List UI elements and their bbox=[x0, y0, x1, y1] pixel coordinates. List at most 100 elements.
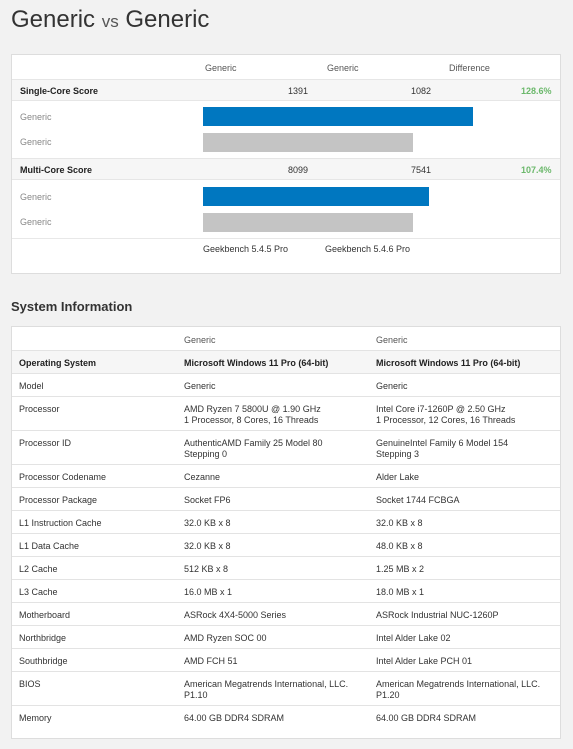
multi-core-row: Multi-Core Score 8099 7541 107.4% bbox=[12, 158, 560, 180]
system-row: Northbridge AMD Ryzen SOC 00 Intel Alder L… bbox=[12, 625, 560, 648]
system-row-value-2: 64.00 GB DDR4 SDRAM bbox=[376, 713, 477, 723]
system-row-value-2: 48.0 KB x 8 bbox=[376, 541, 423, 551]
system-row-value-2: Alder Lake bbox=[376, 472, 420, 482]
system-row-value-1-line2: Stepping 0 bbox=[184, 449, 228, 459]
system-row-value-2: 1.25 MB x 2 bbox=[376, 564, 425, 574]
single-core-row: Single-Core Score 1391 1082 128.6% bbox=[12, 79, 560, 101]
system-row-label: L1 Data Cache bbox=[19, 541, 80, 551]
multi-bar2-label: Generic bbox=[20, 217, 52, 227]
system-row-value-1: Microsoft Windows 11 Pro (64-bit) bbox=[184, 358, 329, 368]
system-header-col2: Generic bbox=[376, 335, 408, 345]
system-table-header: Generic Generic bbox=[12, 327, 560, 350]
system-row-value-1-line2: 1 Processor, 8 Cores, 16 Threads bbox=[184, 415, 319, 425]
system-row: L1 Instruction Cache 32.0 KB x 8 32.0 KB x… bbox=[12, 510, 560, 533]
system-row-label: L1 Instruction Cache bbox=[19, 518, 102, 528]
system-row: L1 Data Cache 32.0 KB x 8 48.0 KB x 8 bbox=[12, 533, 560, 556]
system-row: Operating System Microsoft Windows 11 Pro… bbox=[12, 350, 560, 373]
multi-core-value-1: 8099 bbox=[288, 165, 309, 175]
system-row-value-2: 32.0 KB x 8 bbox=[376, 518, 423, 528]
bench-header-col1: Generic bbox=[205, 63, 237, 73]
system-row-value-2: Intel Alder Lake 02 bbox=[376, 633, 451, 643]
system-row-value-1: Cezanne bbox=[184, 472, 221, 482]
single-core-bar-primary bbox=[203, 107, 473, 126]
system-row-value-1: 32.0 KB x 8 bbox=[184, 518, 231, 528]
system-row-value-2: Microsoft Windows 11 Pro (64-bit) bbox=[376, 358, 521, 368]
system-row: L3 Cache 16.0 MB x 1 18.0 MB x 1 bbox=[12, 579, 560, 602]
system-row-label: Model bbox=[19, 381, 44, 391]
system-row-value-1: AMD Ryzen 7 5800U @ 1.90 GHz bbox=[184, 404, 321, 414]
system-row-value-1: 512 KB x 8 bbox=[184, 564, 229, 574]
single-core-bar-secondary bbox=[203, 133, 413, 152]
page-title: Generic vs Generic bbox=[11, 6, 209, 34]
system-row: Processor Codename Cezanne Alder Lake bbox=[12, 464, 560, 487]
system-row-label: L3 Cache bbox=[19, 587, 58, 597]
system-header-col1: Generic bbox=[184, 335, 216, 345]
version-link-1[interactable]: Geekbench 5.4.5 Pro bbox=[203, 244, 289, 254]
system-row: Processor ID AuthenticAMD Family 25 Model… bbox=[12, 430, 560, 464]
system-row-value-2: GenuineIntel Family 6 Model 154 bbox=[376, 438, 509, 448]
vs-label: vs bbox=[101, 12, 119, 31]
system-row-value-2: Generic bbox=[376, 381, 408, 391]
system-row-value-2: Socket 1744 FCBGA bbox=[376, 495, 460, 505]
system-row-label: Motherboard bbox=[19, 610, 71, 620]
system-row-label: BIOS bbox=[19, 679, 41, 689]
system-row-label: Northbridge bbox=[19, 633, 67, 643]
multi-core-bar-primary bbox=[203, 187, 429, 206]
system-row-label: L2 Cache bbox=[19, 564, 58, 574]
system-row-value-1: 16.0 MB x 1 bbox=[184, 587, 233, 597]
system-info-card: Generic Generic Operating System Microsof… bbox=[11, 326, 561, 739]
multi-core-diff: 107.4% bbox=[521, 165, 552, 175]
system-row: L2 Cache 512 KB x 8 1.25 MB x 2 bbox=[12, 556, 560, 579]
system-row-value-1: AMD FCH 51 bbox=[184, 656, 238, 666]
system-row: Model Generic Generic bbox=[12, 373, 560, 396]
multi-core-value-2: 7541 bbox=[411, 165, 432, 175]
system-row-value-1: AMD Ryzen SOC 00 bbox=[184, 633, 267, 643]
system-row-value-1: Generic bbox=[184, 381, 216, 391]
system-row-value-2: 18.0 MB x 1 bbox=[376, 587, 425, 597]
multi-core-bar-secondary bbox=[203, 213, 413, 232]
system-info-title: System Information bbox=[11, 299, 133, 314]
system-row: Southbridge AMD FCH 51 Intel Alder Lake PC… bbox=[12, 648, 560, 671]
multi-bar1-label: Generic bbox=[20, 192, 52, 202]
system-row-value-1-line2: P1.10 bbox=[184, 690, 208, 700]
bench-header-diff: Difference bbox=[449, 63, 490, 73]
system-row-label: Southbridge bbox=[19, 656, 68, 666]
single-core-value-1: 1391 bbox=[288, 86, 309, 96]
system-row-value-2: Intel Alder Lake PCH 01 bbox=[376, 656, 473, 666]
single-core-diff: 128.6% bbox=[521, 86, 552, 96]
system-row-value-1: 64.00 GB DDR4 SDRAM bbox=[184, 713, 285, 723]
system-row: Processor Package Socket FP6 Socket 1744 F… bbox=[12, 487, 560, 510]
single-core-label: Single-Core Score bbox=[20, 86, 99, 96]
system-row: Processor AMD Ryzen 7 5800U @ 1.90 GHz Int… bbox=[12, 396, 560, 430]
system-row-value-1: 32.0 KB x 8 bbox=[184, 541, 231, 551]
system-row-value-2: Intel Core i7-1260P @ 2.50 GHz bbox=[376, 404, 506, 414]
single-bar1-label: Generic bbox=[20, 112, 52, 122]
system-row-value-2: ASRock Industrial NUC-1260P bbox=[376, 610, 499, 620]
single-bar2-label: Generic bbox=[20, 137, 52, 147]
system-row-value-2-line2: 1 Processor, 12 Cores, 16 Threads bbox=[376, 415, 516, 425]
system-row: Motherboard ASRock 4X4-5000 Series ASRock … bbox=[12, 602, 560, 625]
system-row: BIOS American Megatrends International, L… bbox=[12, 671, 560, 705]
system-row-label: Processor ID bbox=[19, 438, 72, 448]
system-row-value-2-line2: Stepping 3 bbox=[376, 449, 420, 459]
device-name-left: Generic bbox=[11, 6, 96, 33]
bench-header-col2: Generic bbox=[327, 63, 359, 73]
system-row-value-2-line2: P1.20 bbox=[376, 690, 400, 700]
system-row-label: Operating System bbox=[19, 358, 97, 368]
system-row-label: Processor Codename bbox=[19, 472, 107, 482]
system-row-value-1: ASRock 4X4-5000 Series bbox=[184, 610, 287, 620]
benchmark-card: Generic Generic Difference Single-Core S… bbox=[11, 54, 561, 274]
system-row-label: Memory bbox=[19, 713, 52, 723]
system-row-value-1: American Megatrends International, LLC. bbox=[184, 679, 349, 689]
system-row-value-1: Socket FP6 bbox=[184, 495, 231, 505]
system-row-value-2: American Megatrends International, LLC. bbox=[376, 679, 541, 689]
system-row-value-1: AuthenticAMD Family 25 Model 80 bbox=[184, 438, 323, 448]
single-core-value-2: 1082 bbox=[411, 86, 432, 96]
version-link-2[interactable]: Geekbench 5.4.6 Pro bbox=[325, 244, 411, 254]
system-row-label: Processor bbox=[19, 404, 60, 414]
system-row-label: Processor Package bbox=[19, 495, 98, 505]
device-name-right: Generic bbox=[125, 6, 210, 33]
system-row: Memory 64.00 GB DDR4 SDRAM 64.00 GB DDR4 S… bbox=[12, 705, 560, 728]
bench-divider bbox=[12, 238, 560, 239]
multi-core-label: Multi-Core Score bbox=[20, 165, 93, 175]
